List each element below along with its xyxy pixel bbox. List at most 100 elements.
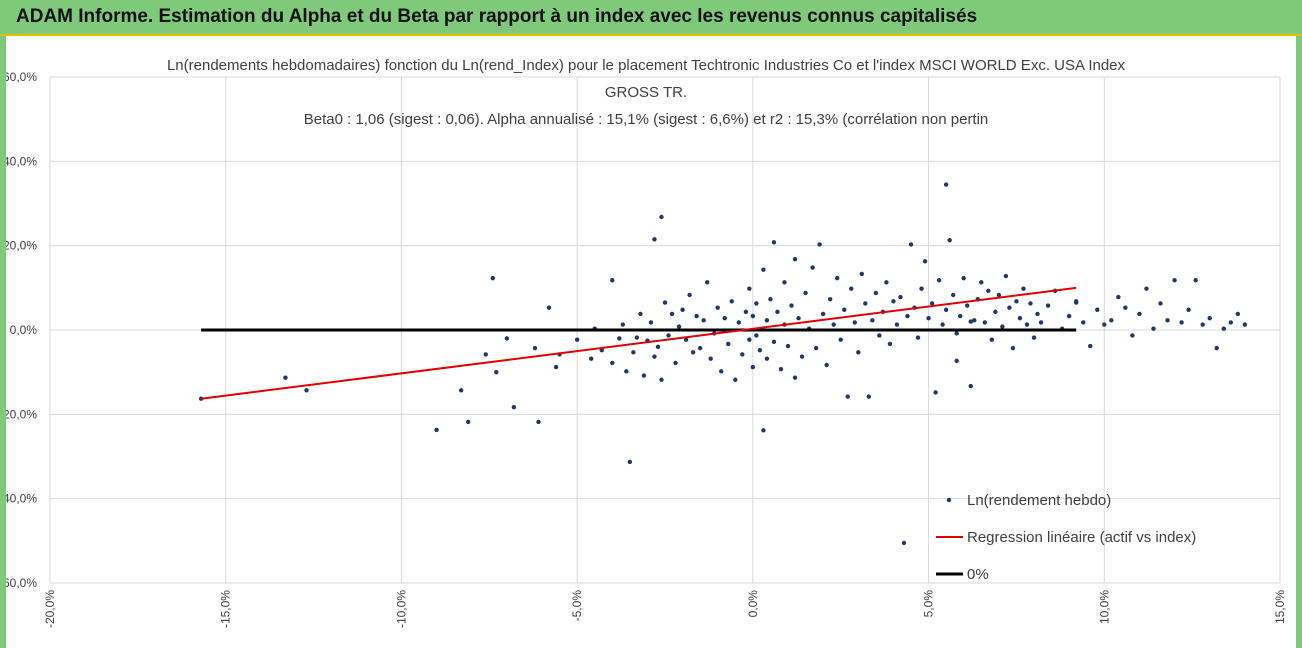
data-points — [198, 182, 1248, 546]
data-point — [824, 362, 829, 368]
data-point — [627, 459, 633, 465]
data-point — [1000, 324, 1005, 329]
data-point — [961, 275, 966, 281]
data-point — [1130, 333, 1135, 338]
data-point — [1228, 320, 1234, 325]
data-point — [820, 311, 826, 317]
data-point — [631, 350, 636, 355]
data-point — [1109, 318, 1114, 323]
data-point — [697, 345, 703, 351]
series-lines — [200, 286, 1077, 400]
data-point — [726, 341, 731, 347]
data-point — [1151, 326, 1156, 331]
data-point — [536, 419, 541, 425]
data-point — [761, 267, 766, 272]
data-point — [648, 320, 654, 325]
data-point — [986, 288, 991, 293]
data-point — [736, 320, 741, 325]
data-point — [950, 292, 956, 298]
y-tick-label: 0,0% — [10, 323, 38, 337]
data-point — [1073, 300, 1079, 305]
data-point — [922, 259, 928, 264]
data-point — [574, 337, 580, 342]
data-point — [856, 350, 861, 355]
data-point — [1214, 345, 1219, 351]
data-point — [708, 356, 713, 361]
data-point — [754, 301, 759, 306]
data-point — [747, 337, 752, 342]
data-point — [982, 320, 987, 325]
data-point — [1144, 286, 1149, 291]
data-point — [641, 373, 647, 378]
data-point — [803, 290, 808, 296]
data-point — [1031, 335, 1037, 340]
data-point — [789, 303, 794, 308]
data-point — [979, 280, 984, 285]
data-point — [852, 320, 857, 325]
data-point — [634, 335, 640, 340]
data-point — [483, 352, 488, 357]
data-point — [659, 214, 664, 220]
x-tick-label: -15,0% — [219, 590, 233, 628]
data-point — [1045, 303, 1051, 308]
data-point — [849, 286, 854, 291]
y-tick-label: 40,0% — [6, 154, 37, 168]
data-point — [694, 313, 699, 319]
data-point — [919, 286, 924, 291]
data-point — [662, 300, 668, 305]
legend: Ln(rendement hebdo) Regression linéaire … — [936, 492, 1196, 583]
data-point — [511, 404, 517, 410]
scatter-chart: Ln(rendements hebdomadaires) fonction du… — [6, 57, 1287, 628]
data-point — [704, 280, 710, 285]
data-point — [877, 333, 882, 338]
legend-marker-points — [946, 497, 952, 503]
data-point — [304, 388, 309, 393]
data-point — [933, 390, 938, 395]
data-point — [954, 331, 959, 336]
data-point — [490, 275, 495, 281]
data-point — [817, 242, 822, 247]
data-point — [757, 348, 763, 353]
data-point — [887, 341, 893, 347]
data-point — [669, 311, 675, 317]
data-point — [813, 345, 819, 351]
data-point — [954, 358, 959, 363]
data-point — [676, 324, 682, 329]
data-point — [458, 388, 464, 393]
y-tick-label: -20,0% — [6, 407, 37, 421]
data-point — [733, 377, 738, 382]
data-point — [1095, 307, 1100, 312]
data-point — [1028, 301, 1033, 306]
data-point — [1102, 322, 1107, 327]
data-point — [1179, 320, 1184, 325]
data-point — [750, 313, 756, 319]
data-point — [905, 313, 910, 319]
data-point — [792, 256, 798, 262]
data-point — [610, 278, 615, 283]
x-tick-label: -20,0% — [43, 590, 57, 628]
data-point — [638, 311, 643, 317]
data-point — [761, 428, 766, 433]
data-point — [901, 540, 907, 546]
data-point — [652, 354, 657, 359]
data-point — [989, 337, 995, 342]
chart-title-line-3: Beta0 : 1,06 (sigest : 0,06). Alpha annu… — [304, 111, 989, 128]
data-point — [687, 292, 692, 298]
data-point — [1017, 315, 1023, 321]
data-point — [553, 364, 559, 370]
data-point — [1137, 311, 1142, 317]
data-point — [968, 383, 973, 389]
legend-label-zero: 0% — [967, 566, 989, 583]
data-point — [652, 237, 657, 242]
left-border — [0, 36, 6, 648]
data-point — [1207, 315, 1212, 321]
data-point — [785, 343, 791, 349]
data-point — [810, 265, 815, 270]
data-point — [947, 237, 952, 243]
data-point — [1165, 318, 1170, 323]
data-point — [494, 369, 499, 375]
data-point — [845, 394, 850, 399]
data-point — [842, 307, 847, 312]
data-point — [754, 333, 759, 338]
data-point — [690, 350, 696, 355]
